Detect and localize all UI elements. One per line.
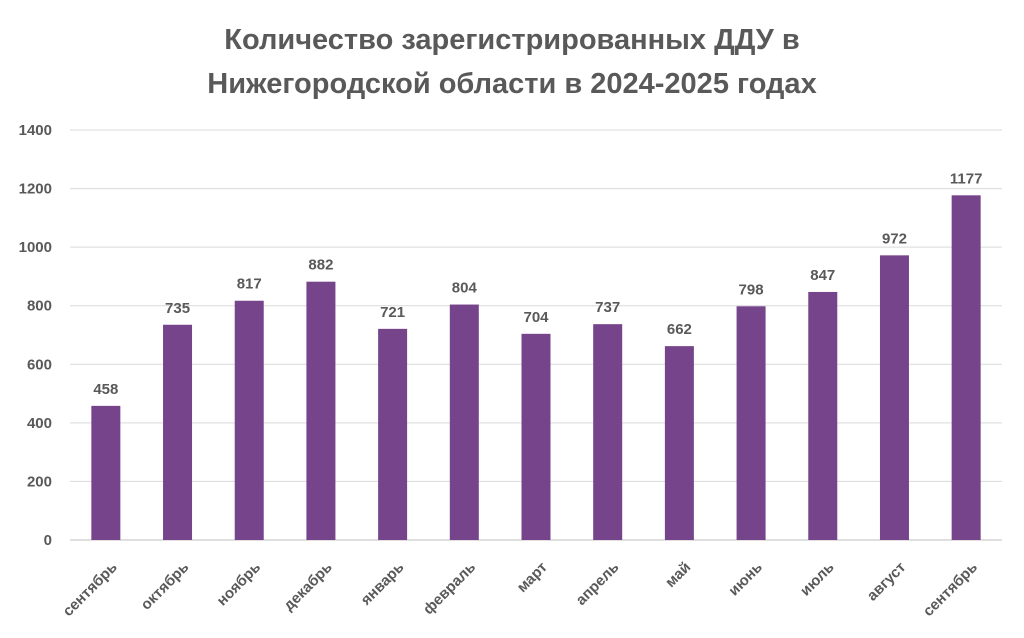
bar (521, 333, 551, 540)
data-label: 1177 (950, 170, 983, 187)
chart-title-line-1: Количество зарегистрированных ДДУ в (224, 24, 800, 56)
data-label: 817 (237, 276, 262, 293)
y-tick-label: 200 (27, 473, 52, 490)
chart-title-line-2: Нижегородской области в 2024-2025 годах (207, 68, 817, 100)
data-label: 882 (308, 257, 333, 274)
x-tick-label: март (514, 559, 551, 596)
x-tick-label: май (662, 559, 694, 591)
bar (808, 291, 838, 540)
data-label: 804 (452, 280, 478, 297)
bar (951, 195, 981, 541)
y-tick-label: 0 (44, 532, 52, 549)
chart-title: Количество зарегистрированных ДДУ в Ниже… (0, 18, 1024, 106)
x-tick-label: февраль (420, 559, 479, 618)
bar (306, 281, 336, 540)
bar (736, 306, 766, 540)
y-tick-label: 400 (27, 415, 52, 432)
bar (664, 346, 694, 540)
x-tick-label: январь (358, 559, 408, 609)
y-tick-label: 1400 (19, 122, 52, 139)
x-tick-label: июль (797, 559, 838, 600)
data-label: 662 (667, 321, 692, 338)
y-tick-label: 600 (27, 356, 52, 373)
data-labels: 458 735 817 882 721 804 704 737 662 798 847 972 1177 (93, 170, 982, 398)
bar (879, 255, 909, 541)
y-tick-label: 1000 (19, 239, 52, 256)
x-axis: сентябрь октябрь ноябрь декабрь январь феврал… (60, 559, 981, 620)
data-label: 737 (595, 299, 620, 316)
x-tick-label: декабрь (280, 559, 335, 614)
x-tick-label: ноябрь (214, 559, 265, 610)
data-label: 847 (810, 267, 835, 284)
data-label: 458 (93, 381, 118, 398)
bar (593, 324, 623, 540)
x-tick-label: сентябрь (920, 559, 981, 620)
x-tick-label: апрель (573, 559, 623, 609)
data-label: 704 (523, 309, 549, 326)
data-label: 721 (380, 304, 405, 321)
y-tick-label: 800 (27, 298, 52, 315)
x-tick-label: октябрь (138, 559, 193, 614)
x-tick-label: июнь (725, 559, 766, 600)
data-label: 798 (739, 281, 764, 298)
bar (449, 304, 479, 540)
x-tick-label: сентябрь (60, 559, 121, 620)
bars (91, 195, 981, 541)
bar (234, 300, 264, 540)
bar (91, 405, 121, 540)
bar (163, 324, 193, 540)
x-tick-label: август (864, 559, 910, 605)
y-tick-label: 1200 (19, 181, 52, 198)
data-label: 972 (882, 230, 907, 247)
data-label: 735 (165, 300, 190, 317)
y-axis: 0 200 400 600 800 1000 1200 1400 (19, 122, 52, 549)
bar (378, 328, 408, 540)
